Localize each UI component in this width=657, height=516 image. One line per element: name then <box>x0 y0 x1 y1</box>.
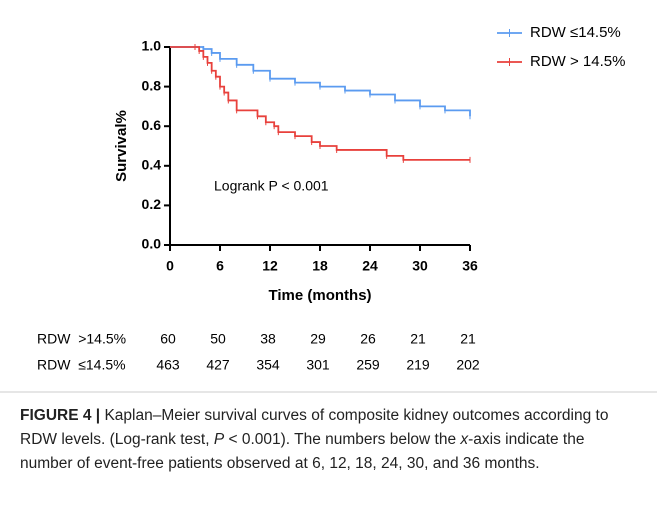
y-axis-label: Survival% <box>113 110 130 182</box>
x-tick-label: 0 <box>166 258 174 274</box>
y-tick-label: 1.0 <box>142 38 162 54</box>
caption-italic: P <box>213 431 225 448</box>
y-tick-label: 0.0 <box>142 236 162 252</box>
x-tick-label: 6 <box>216 258 224 274</box>
risk-count: 202 <box>456 357 480 373</box>
risk-count: 29 <box>310 331 326 347</box>
legend-label: RDW > 14.5% <box>530 53 625 70</box>
caption: FIGURE 4 | Kaplan–Meier survival curves … <box>20 404 640 476</box>
survival-curve <box>170 46 470 161</box>
risk-row-label: RDW ≤14.5% <box>37 357 126 373</box>
x-axis-label: Time (months) <box>268 287 371 304</box>
risk-count: 60 <box>160 331 176 347</box>
risk-count: 259 <box>356 357 380 373</box>
risk-count: 427 <box>206 357 230 373</box>
survival-curve <box>170 46 471 117</box>
y-tick-label: 0.2 <box>142 196 162 212</box>
y-tick-label: 0.8 <box>142 77 162 93</box>
x-tick-label: 18 <box>312 258 328 274</box>
y-tick-label: 0.4 <box>142 157 162 173</box>
risk-count: 463 <box>156 357 180 373</box>
risk-count: 21 <box>410 331 426 347</box>
chart: Survival% Time (months) Logrank P < 0.00… <box>0 24 657 393</box>
x-tick-label: 30 <box>412 258 428 274</box>
legend-label: RDW ≤14.5% <box>530 24 621 41</box>
x-tick-label: 12 <box>262 258 278 274</box>
risk-count: 219 <box>406 357 430 373</box>
y-tick-label: 0.6 <box>142 117 162 133</box>
annotation: Logrank P < 0.001 <box>214 178 329 194</box>
risk-count: 21 <box>460 331 476 347</box>
risk-row-label: RDW >14.5% <box>37 331 126 347</box>
caption-text: < 0.001). The numbers below the <box>224 431 461 448</box>
caption-label: FIGURE 4 | <box>20 407 101 424</box>
x-tick-label: 24 <box>362 258 378 274</box>
caption-text: Kaplan–Meier survival curves of composit… <box>20 407 609 448</box>
risk-count: 38 <box>260 331 276 347</box>
x-tick-label: 36 <box>462 258 478 274</box>
caption-text: -axis indicate the number of event-free … <box>20 431 585 472</box>
risk-count: 50 <box>210 331 226 347</box>
risk-count: 26 <box>360 331 376 347</box>
risk-count: 354 <box>256 357 280 373</box>
caption-italic: x <box>460 431 469 448</box>
risk-count: 301 <box>306 357 330 373</box>
